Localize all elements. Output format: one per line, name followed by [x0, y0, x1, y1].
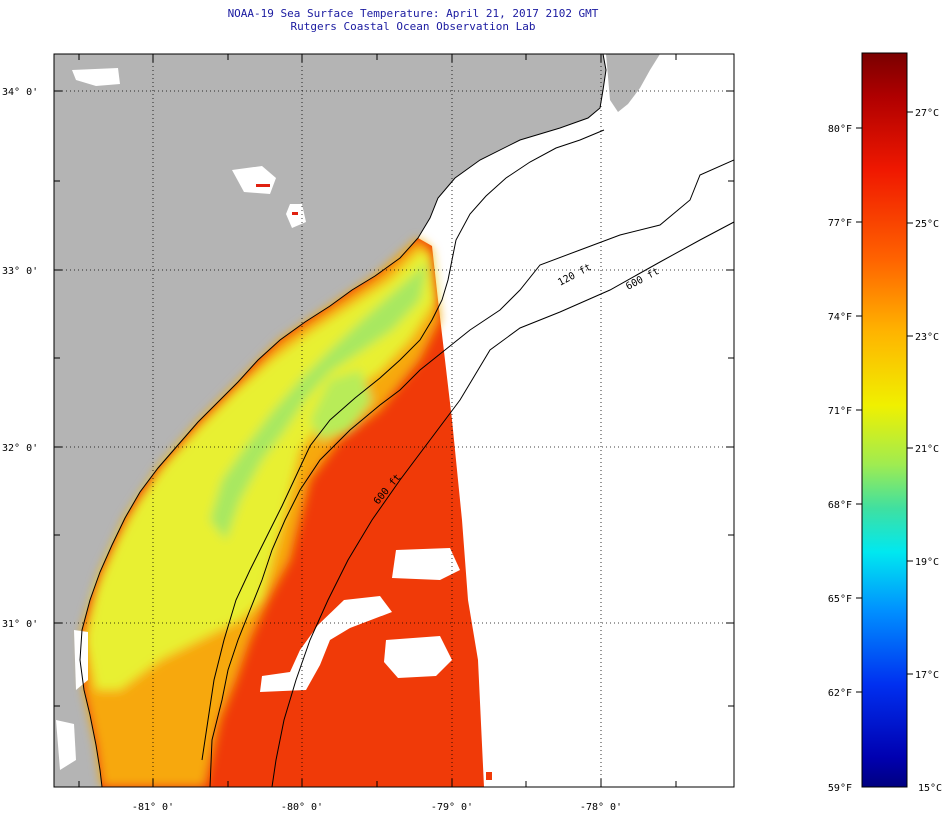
sst-coolest-zone	[210, 262, 428, 540]
warm-pixel	[486, 772, 492, 780]
isobath-600ft	[271, 221, 734, 787]
cb-c-27: 27°C	[915, 108, 939, 119]
map-subtitle: Rutgers Coastal Ocean Observation Lab	[290, 20, 536, 33]
map-border	[53, 53, 735, 788]
lat-label-34: 34° 0'	[2, 87, 38, 98]
lon-label-80: -80° 0'	[281, 802, 323, 813]
cloud-patch	[56, 720, 76, 770]
cb-f-68: 68°F	[828, 500, 852, 511]
cloud-patch	[392, 548, 460, 580]
warm-pixel	[292, 212, 298, 215]
land-area-ne	[606, 54, 660, 112]
cb-c-21: 21°C	[915, 444, 939, 455]
lon-label-79: -79° 0'	[431, 802, 473, 813]
cloud-patch	[72, 68, 120, 86]
lat-label-31: 31° 0'	[2, 619, 38, 630]
cb-c-15: 15°C	[918, 783, 942, 794]
colorbar	[861, 52, 908, 788]
isobath-inner	[201, 129, 605, 761]
warm-pixel	[256, 184, 270, 187]
lon-label-78: -78° 0'	[580, 802, 622, 813]
cloud-patch	[260, 596, 392, 692]
cb-c-17: 17°C	[915, 670, 939, 681]
lat-label-33: 33° 0'	[2, 266, 38, 277]
cb-f-65: 65°F	[828, 594, 852, 605]
cb-f-74: 74°F	[828, 312, 852, 323]
cb-c-23: 23°C	[915, 332, 939, 343]
cloud-patch	[286, 204, 306, 228]
sst-cool-zone	[86, 250, 436, 690]
cb-c-19: 19°C	[915, 557, 939, 568]
coastline	[79, 54, 607, 787]
cloud-patch	[384, 636, 452, 678]
sst-coolest-zone-2	[310, 370, 372, 440]
cloud-patch	[74, 630, 88, 690]
graticule	[54, 54, 734, 787]
lon-label-81: -81° 0'	[132, 802, 174, 813]
cb-f-59: 59°F	[828, 783, 852, 794]
cb-f-77: 77°F	[828, 218, 852, 229]
lat-label-32: 32° 0'	[2, 443, 38, 454]
cb-c-25: 25°C	[915, 219, 939, 230]
map-title: NOAA-19 Sea Surface Temperature: April 2…	[227, 7, 599, 20]
isobath-120ft	[209, 159, 734, 787]
ticks	[54, 54, 734, 787]
land-area	[54, 54, 606, 787]
cb-f-71: 71°F	[828, 406, 852, 417]
cb-f-62: 62°F	[828, 688, 852, 699]
colorbar-ticks	[856, 111, 913, 693]
cb-f-80: 80°F	[828, 124, 852, 135]
